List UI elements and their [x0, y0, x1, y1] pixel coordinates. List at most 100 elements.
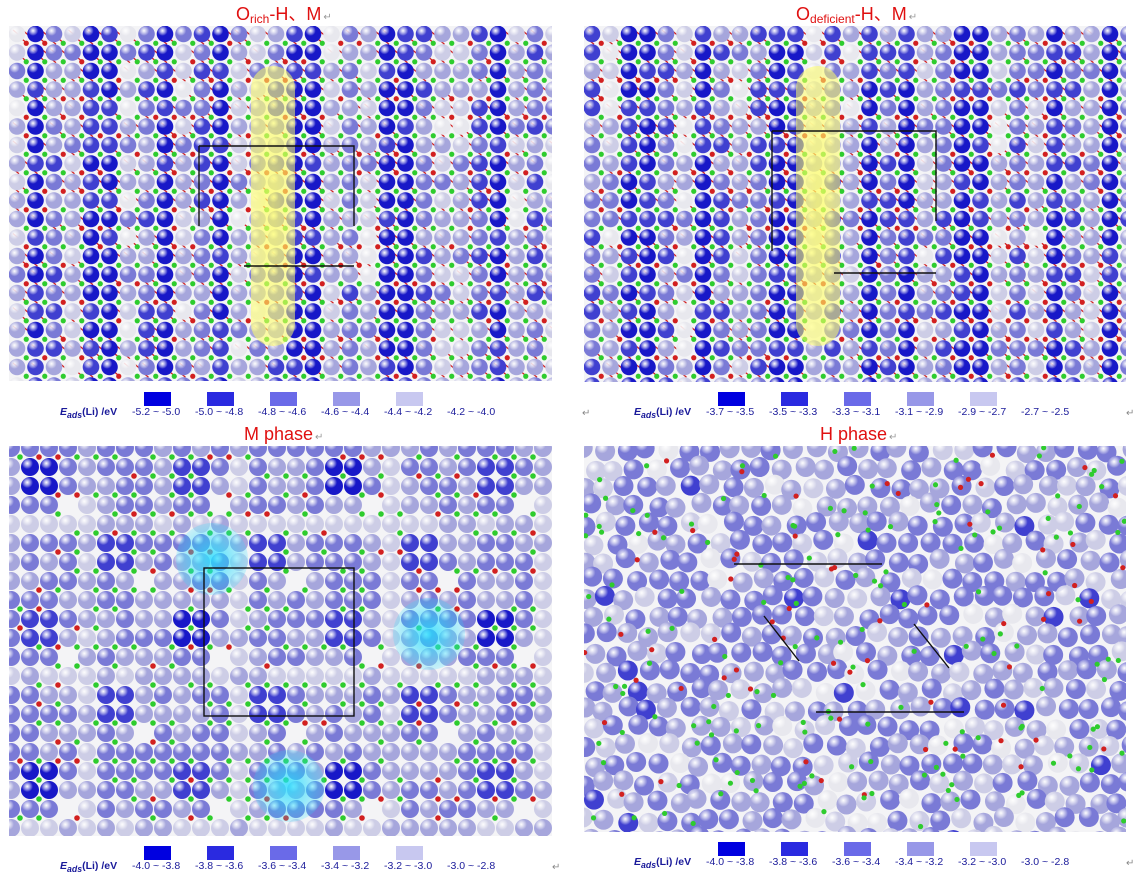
- atom: [527, 26, 544, 42]
- atom: [769, 303, 786, 320]
- atom: [306, 572, 324, 590]
- atom: [40, 477, 58, 495]
- atom: [59, 629, 77, 647]
- atom: [287, 515, 305, 533]
- small-atom: [301, 300, 306, 305]
- small-atom: [511, 682, 517, 688]
- small-atom: [264, 511, 270, 517]
- atom: [434, 266, 451, 283]
- small-atom: [150, 473, 156, 479]
- small-atom: [473, 530, 479, 536]
- small-atom: [505, 337, 510, 342]
- atom: [975, 477, 995, 497]
- atom: [138, 303, 155, 320]
- atom: [249, 819, 267, 836]
- atom: [342, 100, 359, 117]
- small-atom: [1061, 133, 1066, 138]
- small-atom: [74, 492, 80, 498]
- small-atom: [1024, 41, 1029, 46]
- atom: [416, 359, 433, 376]
- atom: [658, 266, 675, 283]
- small-atom: [1117, 41, 1122, 46]
- atom: [639, 100, 656, 117]
- atom: [1102, 44, 1119, 61]
- atom: [434, 322, 451, 339]
- atom: [676, 137, 693, 154]
- atom: [602, 118, 619, 135]
- atom: [116, 800, 134, 818]
- atom: [416, 322, 433, 339]
- small-atom: [340, 758, 346, 764]
- atom: [154, 686, 172, 704]
- atom: [192, 800, 210, 818]
- small-atom: [505, 152, 510, 157]
- atom: [439, 705, 457, 723]
- small-atom: [728, 355, 733, 360]
- small-atom: [153, 78, 158, 83]
- atom: [621, 44, 638, 61]
- small-atom: [542, 226, 547, 231]
- atom: [769, 340, 786, 357]
- small-atom: [320, 78, 325, 83]
- small-atom: [530, 796, 536, 802]
- small-atom: [190, 374, 195, 379]
- atom: [898, 377, 915, 382]
- atom: [954, 446, 974, 460]
- small-atom: [172, 337, 177, 342]
- small-atom: [987, 207, 992, 212]
- atom: [1065, 81, 1082, 98]
- atom: [621, 26, 638, 42]
- small-atom: [357, 244, 362, 249]
- small-atom: [227, 263, 232, 268]
- small-atom: [412, 281, 417, 286]
- atom: [458, 800, 476, 818]
- atom: [138, 322, 155, 339]
- atom: [9, 44, 25, 61]
- atom: [21, 648, 39, 666]
- small-atom: [449, 374, 454, 379]
- small-atom: [747, 300, 752, 305]
- small-atom: [375, 189, 380, 194]
- atom: [508, 26, 525, 42]
- atom: [287, 610, 305, 628]
- small-atom: [486, 170, 491, 175]
- small-atom: [969, 59, 974, 64]
- atom: [1054, 446, 1074, 458]
- small-atom: [932, 374, 937, 379]
- atom: [602, 266, 619, 283]
- atom: [1102, 248, 1119, 265]
- small-atom: [987, 189, 992, 194]
- atom: [192, 477, 210, 495]
- atom: [212, 137, 229, 154]
- atom: [508, 192, 525, 209]
- small-atom: [617, 337, 622, 342]
- small-atom: [61, 189, 66, 194]
- atom: [471, 26, 488, 42]
- small-atom: [42, 226, 47, 231]
- small-atom: [932, 244, 937, 249]
- small-atom: [394, 355, 399, 360]
- atom: [9, 534, 20, 552]
- small-atom: [245, 625, 251, 631]
- atom: [83, 322, 100, 339]
- atom: [658, 377, 675, 382]
- small-atom: [523, 41, 528, 46]
- atom: [880, 81, 897, 98]
- small-atom: [116, 133, 121, 138]
- small-atom: [728, 263, 733, 268]
- small-atom: [1061, 115, 1066, 120]
- atom: [9, 266, 25, 283]
- atom: [323, 137, 340, 154]
- atom: [287, 705, 305, 723]
- small-atom: [153, 244, 158, 249]
- small-atom: [188, 454, 194, 460]
- atom: [192, 762, 210, 780]
- small-atom: [116, 300, 121, 305]
- atom: [306, 534, 324, 552]
- small-atom: [486, 318, 491, 323]
- small-atom: [42, 355, 47, 360]
- small-atom: [473, 739, 479, 745]
- small-atom: [55, 644, 61, 650]
- atom: [761, 516, 781, 536]
- atom: [991, 229, 1008, 246]
